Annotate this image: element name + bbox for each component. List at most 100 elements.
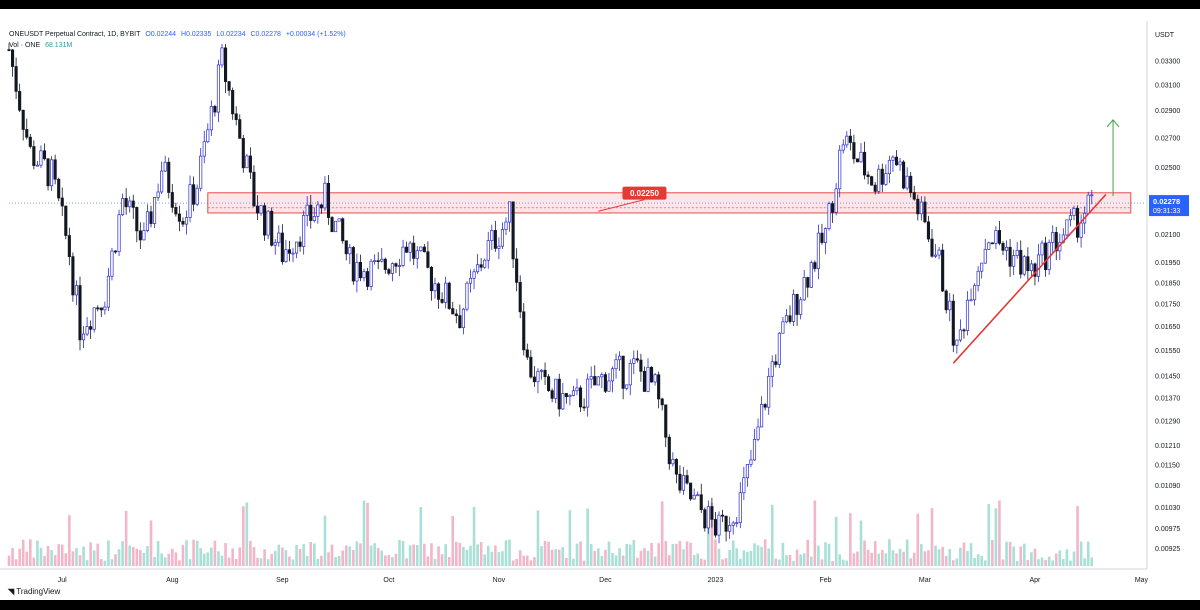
candle [64, 205, 68, 236]
volume-bar [675, 543, 678, 566]
candle [483, 259, 487, 268]
volume-bar [188, 559, 192, 566]
candle [973, 285, 977, 301]
candle [319, 204, 323, 209]
candle [231, 90, 235, 115]
volume-bar [369, 545, 373, 566]
volume-bar [114, 554, 117, 566]
candle [273, 242, 277, 246]
volume-label[interactable]: Vol · ONE [9, 42, 41, 49]
volume-bar [969, 543, 973, 566]
candle [397, 265, 402, 267]
candle [14, 66, 18, 92]
candle [334, 220, 338, 233]
open-value: O0.02244 [145, 31, 177, 38]
volume-bar [313, 543, 316, 566]
volume-bar [944, 555, 948, 566]
candle [578, 387, 583, 408]
volume-bar [277, 544, 281, 566]
candle [1001, 242, 1005, 251]
change-value: +0.00034 (+1.52%) [285, 31, 346, 38]
volume-bar [593, 550, 597, 566]
candle [731, 522, 735, 526]
volume-bar [770, 504, 774, 566]
candle [610, 368, 615, 382]
volume-bar [181, 544, 185, 566]
volume-bar [273, 550, 277, 566]
candle [390, 263, 394, 274]
candle [444, 282, 448, 303]
volume-bar [256, 557, 259, 566]
candle [923, 201, 927, 223]
candle [791, 293, 796, 322]
volume-bar [668, 555, 671, 566]
candle [1033, 263, 1037, 277]
volume-bar [171, 548, 174, 566]
candle [720, 514, 725, 517]
candle [18, 91, 22, 111]
volume-bar [135, 548, 139, 566]
time-tick-label: Nov [493, 577, 506, 584]
volume-bar [632, 539, 636, 566]
volume-bar [220, 555, 224, 566]
candle [678, 473, 682, 491]
volume-bar [600, 555, 604, 566]
candle [841, 144, 845, 151]
volume-bar [923, 551, 927, 566]
candle [348, 247, 352, 255]
price-tick-label: 0.02700 [1155, 135, 1180, 142]
price-tick-label: 0.01850 [1155, 280, 1180, 287]
candle [277, 232, 281, 243]
volume-bar [941, 546, 944, 566]
candle [870, 176, 874, 186]
volume-bar [621, 555, 625, 566]
volume-bar [373, 543, 376, 566]
price-tick-label: 0.01650 [1155, 324, 1180, 331]
candle [820, 232, 824, 243]
volume-bar [213, 540, 217, 566]
volume-bar [895, 553, 898, 566]
volume-bar [1012, 546, 1015, 566]
candle [248, 155, 252, 173]
volume-bar [735, 548, 739, 566]
symbol-title[interactable]: ONEUSDT Perpetual Contract, 1D, BYBIT [9, 31, 141, 38]
volume-bar [245, 502, 249, 566]
volume-bar [430, 543, 433, 566]
candle [777, 332, 781, 365]
volume-bar [714, 539, 717, 566]
volume-bar [533, 557, 536, 566]
time-tick-label: Dec [599, 577, 612, 584]
candle [337, 218, 341, 222]
volume-bar [89, 542, 92, 566]
candle [458, 315, 462, 329]
candle [50, 159, 54, 187]
candle [539, 369, 544, 372]
volume-bar [362, 500, 366, 566]
time-tick-label: Feb [819, 577, 831, 584]
volume-bar [110, 559, 114, 566]
close-value: C0.02278 [250, 31, 281, 38]
chart-frame[interactable]: 0.02250 USDT 0.03300 0.03100 0.02900 0.02700… [0, 9, 1200, 600]
volume-bar [508, 539, 511, 566]
candle [649, 367, 654, 383]
volume-bar [753, 543, 756, 566]
volume-bar [920, 544, 923, 566]
volume-bar [685, 541, 689, 566]
price-tick-label: 0.01950 [1155, 260, 1180, 267]
candle [1044, 242, 1048, 270]
candle [1012, 255, 1016, 267]
volume-bar [1083, 558, 1086, 566]
chart-canvas[interactable]: 0.02250 USDT 0.03300 0.03100 0.02900 0.02700… [0, 9, 1200, 600]
volume-bar [163, 557, 167, 566]
candle [1008, 246, 1012, 267]
candle [451, 308, 455, 315]
candle [774, 361, 778, 365]
tradingview-logo[interactable]: ◥ TradingView [8, 587, 60, 596]
candle [756, 426, 760, 440]
candle [1004, 246, 1009, 251]
candle [745, 463, 749, 479]
candle [589, 376, 593, 380]
volume-bar [242, 506, 245, 566]
volume-bar [1072, 551, 1076, 566]
candle [124, 198, 128, 208]
